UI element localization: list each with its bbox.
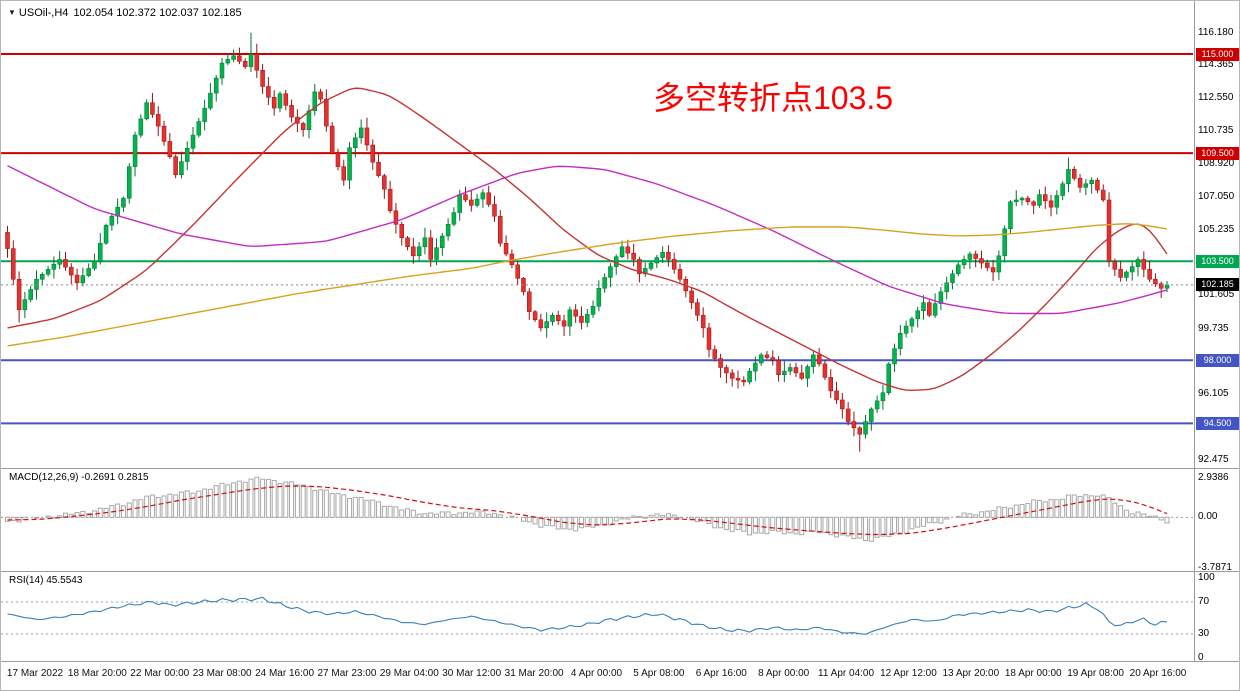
macd-indicator-label: MACD(12,26,9) -0.2691 0.2815: [9, 472, 149, 483]
time-axis-label: 31 Mar 20:00: [504, 668, 564, 679]
rsi-axis-label: 0: [1198, 652, 1204, 663]
symbol-period-label: USOil-,H4: [18, 7, 69, 19]
time-axis-label: 8 Apr 00:00: [758, 668, 810, 679]
time-axis-label: 18 Apr 00:00: [1004, 668, 1062, 679]
price-axis-separator: [1194, 1, 1195, 661]
ma-orange: [7, 223, 1168, 347]
price-level-badge: 102.185: [1196, 278, 1239, 292]
price-axis-label: 108.920: [1198, 157, 1235, 169]
time-axis[interactable]: 17 Mar 2022 18 Mar 20:00 22 Mar 00:00 23 Ma…: [1, 662, 1239, 690]
chart-annotation-text: 多空转折点103.5: [653, 80, 894, 116]
time-axis-label: 27 Mar 23:00: [317, 668, 377, 679]
time-axis-label: 11 Apr 04:00: [818, 668, 875, 679]
candles: [5, 32, 1170, 452]
price-level-badge: 94.500: [1196, 416, 1239, 430]
symbol-collapse-icon[interactable]: ▼: [8, 8, 16, 17]
price-axis-label: 105.235: [1198, 223, 1235, 235]
time-axis-label: 12 Apr 12:00: [880, 668, 937, 679]
price-axis-label: 112.550: [1198, 92, 1234, 104]
price-level-badge: 109.500: [1196, 146, 1239, 160]
price-axis-label: 114.365: [1198, 59, 1234, 71]
time-axis-label: 4 Apr 00:00: [570, 668, 623, 679]
time-axis-label: 20 Apr 16:00: [1129, 668, 1187, 679]
time-axis-label: 19 Apr 08:00: [1067, 668, 1124, 679]
price-level-badge: 115.000: [1196, 47, 1239, 61]
price-axis-label: 92.475: [1198, 453, 1229, 465]
price-axis-label: 96.105: [1198, 388, 1229, 400]
time-axis-label: 18 Mar 20:00: [67, 668, 127, 679]
rsi-axis-label: 70: [1198, 596, 1210, 607]
time-axis-label: 29 Mar 04:00: [379, 668, 439, 679]
ma-red: [7, 87, 1168, 392]
panel-separator-macd: [1, 468, 1239, 469]
panel-separator-timeaxis: [1, 661, 1239, 662]
rsi-indicator-label: RSI(14) 45.5543: [9, 575, 83, 586]
time-axis-label: 22 Mar 00:00: [130, 668, 190, 679]
price-level-badge: 103.500: [1196, 254, 1239, 268]
macd-axis-label: 2.9386: [1198, 472, 1229, 483]
macd-indicator-chart[interactable]: [1, 469, 1240, 571]
rsi-line: [7, 596, 1168, 635]
time-axis-label: 5 Apr 08:00: [633, 668, 685, 679]
ohlc-values-label: 102.054 102.372 102.037 102.185: [73, 7, 242, 19]
time-axis-label: 30 Mar 12:00: [442, 668, 502, 679]
macd-signal-line: [7, 485, 1168, 536]
price-axis-label: 110.735: [1198, 124, 1234, 136]
main-price-chart[interactable]: [1, 1, 1240, 468]
time-axis-label: 13 Apr 20:00: [942, 668, 1000, 679]
rsi-indicator-chart[interactable]: [1, 572, 1240, 661]
time-axis-label: 17 Mar 2022: [6, 668, 64, 679]
time-axis-label: 23 Mar 08:00: [192, 668, 252, 679]
time-axis-label: 6 Apr 16:00: [695, 668, 747, 679]
ma-magenta: [7, 165, 1168, 315]
price-axis-label: 99.735: [1198, 323, 1229, 335]
rsi-axis-label: 100: [1198, 572, 1215, 583]
price-axis-label: 101.605: [1198, 289, 1235, 301]
time-axis-label: 24 Mar 16:00: [255, 668, 315, 679]
macd-axis-label: -3.7871: [1198, 562, 1232, 573]
rsi-axis-label: 30: [1198, 628, 1210, 639]
macd-axis-label: 0.00: [1198, 511, 1218, 523]
panel-separator-rsi: [1, 571, 1239, 572]
price-axis-label: 107.050: [1198, 191, 1235, 203]
price-axis[interactable]: 116.180 114.365 112.550 110.735 108.920 107.0…: [1195, 1, 1239, 663]
price-level-badge: 98.000: [1196, 353, 1239, 367]
chart-title: ▼ USOil-,H4 102.054 102.372 102.037 102.18…: [8, 7, 242, 19]
price-axis-label: 116.180: [1198, 26, 1234, 38]
